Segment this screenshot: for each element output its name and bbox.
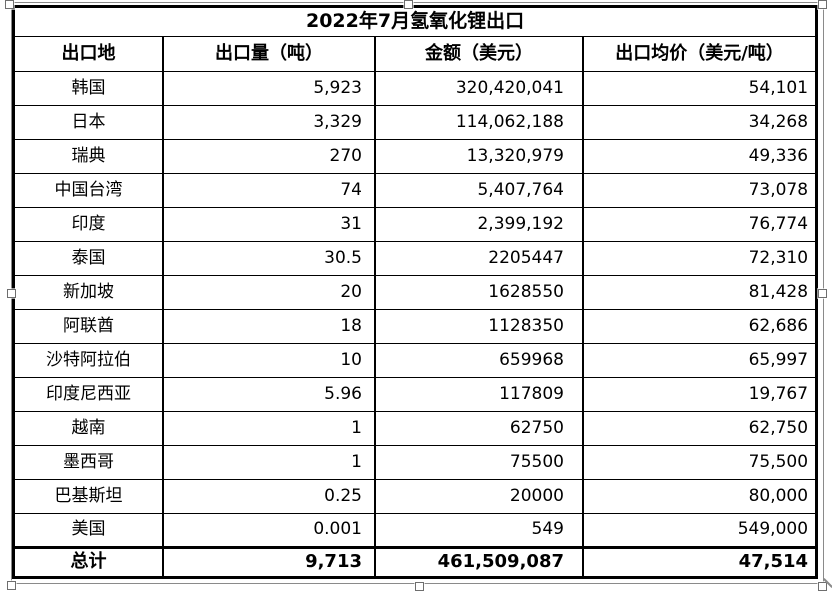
cell-volume: 18 [162,308,375,343]
cell-price: 81,428 [581,274,816,309]
cell-amount: 20000 [374,478,583,513]
cell-destination: 中国台湾 [15,172,163,207]
cell-volume: 1 [162,444,375,479]
cell-volume: 74 [162,172,375,207]
table-row: 日本 3,329 114,062,188 34,268 [15,104,816,139]
table-title-row: 2022年7月氢氧化锂出口 [15,8,815,36]
cell-volume: 0.25 [162,478,375,513]
total-amount: 461,509,087 [374,545,583,576]
cell-volume: 1 [162,410,375,445]
cell-amount: 75500 [374,444,583,479]
table-row: 新加坡 20 1628550 81,428 [15,274,816,309]
embedded-table-object[interactable]: 2022年7月氢氧化锂出口 出口地 出口量（吨） 金额（美元） 出口均价（美元/… [12,5,818,579]
cell-volume: 0.001 [162,512,375,547]
cell-price: 76,774 [581,206,816,241]
col-header-destination: 出口地 [15,35,163,71]
resize-handle-middle-left[interactable] [7,289,16,298]
col-header-volume: 出口量（吨） [162,35,375,71]
cell-price: 62,686 [581,308,816,343]
table-row: 印度 31 2,399,192 76,774 [15,206,816,241]
cell-amount: 320,420,041 [374,70,583,105]
cell-price: 80,000 [581,478,816,513]
table-row: 瑞典 270 13,320,979 49,336 [15,138,816,173]
cell-volume: 270 [162,138,375,173]
total-volume: 9,713 [162,545,375,576]
table-row: 印度尼西亚 5.96 117809 19,767 [15,376,816,411]
cell-destination: 印度尼西亚 [15,376,163,411]
cell-amount: 117809 [374,376,583,411]
resize-handle-bottom-left[interactable] [7,581,16,590]
resize-handle-bottom-middle[interactable] [415,582,424,591]
export-table: 2022年7月氢氧化锂出口 出口地 出口量（吨） 金额（美元） 出口均价（美元/… [15,8,816,576]
cell-amount: 13,320,979 [374,138,583,173]
cell-amount: 1628550 [374,274,583,309]
cell-volume: 30.5 [162,240,375,275]
cell-destination: 日本 [15,104,163,139]
cell-price: 72,310 [581,240,816,275]
table-row: 泰国 30.5 2205447 72,310 [15,240,816,275]
cell-price: 19,767 [581,376,816,411]
table-row: 墨西哥 1 75500 75,500 [15,444,816,479]
cell-amount: 5,407,764 [374,172,583,207]
cell-destination: 瑞典 [15,138,163,173]
table-row: 沙特阿拉伯 10 659968 65,997 [15,342,816,377]
cell-destination: 越南 [15,410,163,445]
cell-volume: 31 [162,206,375,241]
resize-handle-bottom-right[interactable] [818,582,827,591]
cell-amount: 2205447 [374,240,583,275]
resize-handle-middle-right[interactable] [818,289,827,298]
cell-destination: 阿联酋 [15,308,163,343]
cell-destination: 泰国 [15,240,163,275]
cell-amount: 114,062,188 [374,104,583,139]
resize-handle-top-left[interactable] [5,0,14,9]
table-row: 越南 1 62750 62,750 [15,410,816,445]
cell-destination: 韩国 [15,70,163,105]
cell-price: 34,268 [581,104,816,139]
table-row: 中国台湾 74 5,407,764 73,078 [15,172,816,207]
table-row: 韩国 5,923 320,420,041 54,101 [15,70,816,105]
total-price: 47,514 [581,545,816,576]
cell-price: 62,750 [581,410,816,445]
cell-amount: 1128350 [374,308,583,343]
cell-volume: 10 [162,342,375,377]
cell-amount: 62750 [374,410,583,445]
cell-amount: 659968 [374,342,583,377]
cell-destination: 巴基斯坦 [15,478,163,513]
col-header-amount: 金额（美元） [374,35,583,71]
table-row: 阿联酋 18 1128350 62,686 [15,308,816,343]
total-row: 总计 9,713 461,509,087 47,514 [15,545,816,576]
cell-destination: 印度 [15,206,163,241]
table-row: 巴基斯坦 0.25 20000 80,000 [15,478,816,513]
resize-handle-top-right[interactable] [818,0,827,9]
total-label: 总计 [15,545,163,576]
resize-handle-top-middle[interactable] [404,0,413,9]
table-header-row: 出口地 出口量（吨） 金额（美元） 出口均价（美元/吨） [15,35,816,71]
cell-destination: 美国 [15,512,163,547]
cell-volume: 20 [162,274,375,309]
cell-volume: 5,923 [162,70,375,105]
cell-volume: 3,329 [162,104,375,139]
col-header-price: 出口均价（美元/吨） [581,35,816,71]
cell-volume: 5.96 [162,376,375,411]
cell-destination: 墨西哥 [15,444,163,479]
cell-amount: 2,399,192 [374,206,583,241]
cell-price: 49,336 [581,138,816,173]
cell-price: 65,997 [581,342,816,377]
cell-price: 549,000 [581,512,816,547]
cell-destination: 沙特阿拉伯 [15,342,163,377]
cell-destination: 新加坡 [15,274,163,309]
cell-price: 54,101 [581,70,816,105]
cell-amount: 549 [374,512,583,547]
cell-price: 73,078 [581,172,816,207]
table-row: 美国 0.001 549 549,000 [15,512,816,547]
cell-price: 75,500 [581,444,816,479]
page-title: 2022年7月氢氧化锂出口 [305,10,525,33]
